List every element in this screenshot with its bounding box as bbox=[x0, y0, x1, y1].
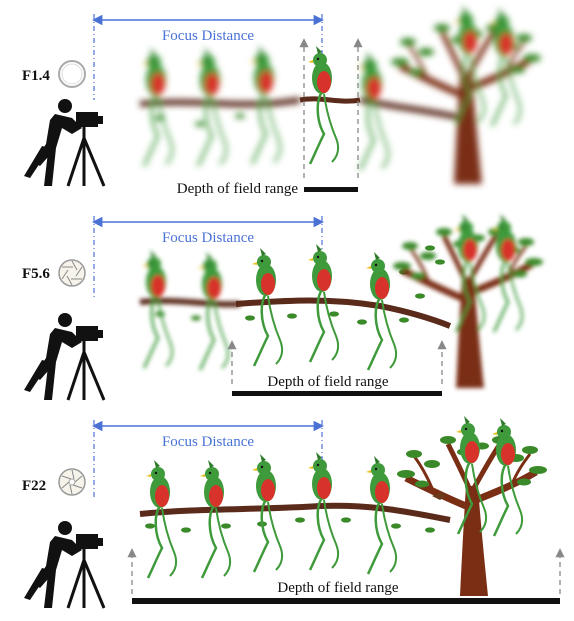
depth-of-field-bar bbox=[232, 391, 442, 396]
quetzal-bird-icon bbox=[364, 454, 398, 576]
aperture-icon bbox=[58, 259, 86, 287]
camera-on-tripod-icon bbox=[22, 519, 106, 610]
quetzal-bird-icon bbox=[250, 246, 284, 368]
quetzal-bird-icon bbox=[144, 458, 178, 580]
depth-of-field-bar bbox=[304, 187, 358, 192]
focus-distance-label: Focus Distance bbox=[162, 28, 254, 44]
branch-in-focus bbox=[299, 96, 361, 104]
quetzal-bird-icon bbox=[250, 452, 284, 574]
camera-on-tripod-icon bbox=[22, 97, 106, 188]
quetzal-bird-icon bbox=[198, 458, 232, 580]
branch-in-focus bbox=[139, 414, 547, 596]
depth-of-field-label: Depth of field range bbox=[267, 374, 389, 390]
camera-on-tripod-icon bbox=[22, 311, 106, 402]
quetzal-bird-icon bbox=[306, 450, 340, 572]
branch-out-of-focus bbox=[139, 248, 241, 372]
depth-of-field-bar bbox=[132, 598, 560, 604]
depth-of-field-label: Depth of field range bbox=[177, 181, 299, 197]
aperture-value: F22 bbox=[22, 478, 46, 494]
aperture-value: F5.6 bbox=[22, 266, 50, 282]
depth-of-field-label: Depth of field range bbox=[277, 580, 399, 596]
panel-f1-4: F1.4 Focus Distance Depth of f bbox=[22, 4, 541, 197]
focus-distance-label: Focus Distance bbox=[162, 434, 254, 450]
quetzal-bird-icon bbox=[490, 416, 524, 538]
aperture-icon bbox=[58, 60, 86, 88]
panel-f5-6: F5.6 Focus Distance Depth of fi bbox=[22, 212, 543, 402]
quetzal-bird-icon bbox=[306, 44, 340, 166]
panel-f22: F22 Focus Distance bbox=[22, 414, 565, 610]
aperture-value: F1.4 bbox=[22, 68, 50, 84]
branch-out-of-focus bbox=[139, 44, 301, 168]
branch-in-focus bbox=[235, 242, 452, 372]
aperture-icon bbox=[58, 468, 86, 496]
focus-distance-label: Focus Distance bbox=[162, 230, 254, 246]
